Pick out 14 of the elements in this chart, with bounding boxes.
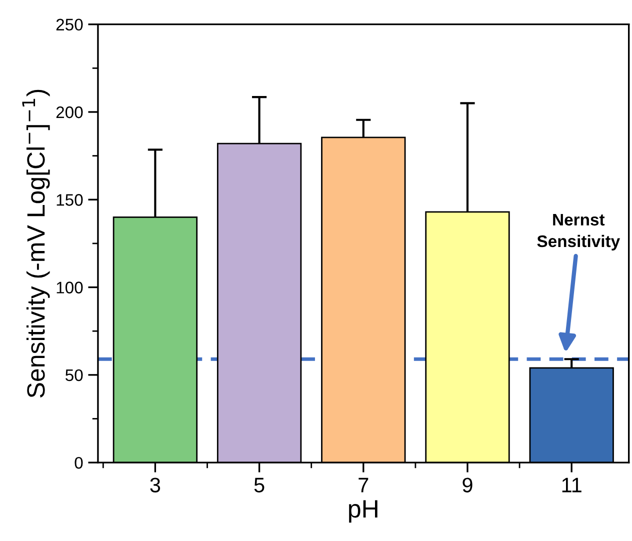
y-tick-label: 0 xyxy=(74,456,83,469)
y-axis-title: Sensitivity (-mV Log[Cl$^{−}$]$^{−1}$) xyxy=(22,90,50,398)
y-tick-label: 100 xyxy=(56,282,83,294)
x-tick-label: 11 xyxy=(562,478,582,492)
x-tick-label: 9 xyxy=(462,478,472,492)
y-tick-label: 50 xyxy=(66,369,83,382)
x-tick-label: 3 xyxy=(150,478,160,492)
y-tick-label: 150 xyxy=(56,194,83,206)
y-tick-label: 200 xyxy=(56,106,83,118)
x-axis-title: pH xyxy=(349,500,378,523)
x-tick-label: 5 xyxy=(254,478,264,492)
annotation: Nernst Sensitivity xyxy=(537,214,620,250)
x-tick-label: 7 xyxy=(358,478,368,492)
y-tick-label: 250 xyxy=(56,18,83,31)
